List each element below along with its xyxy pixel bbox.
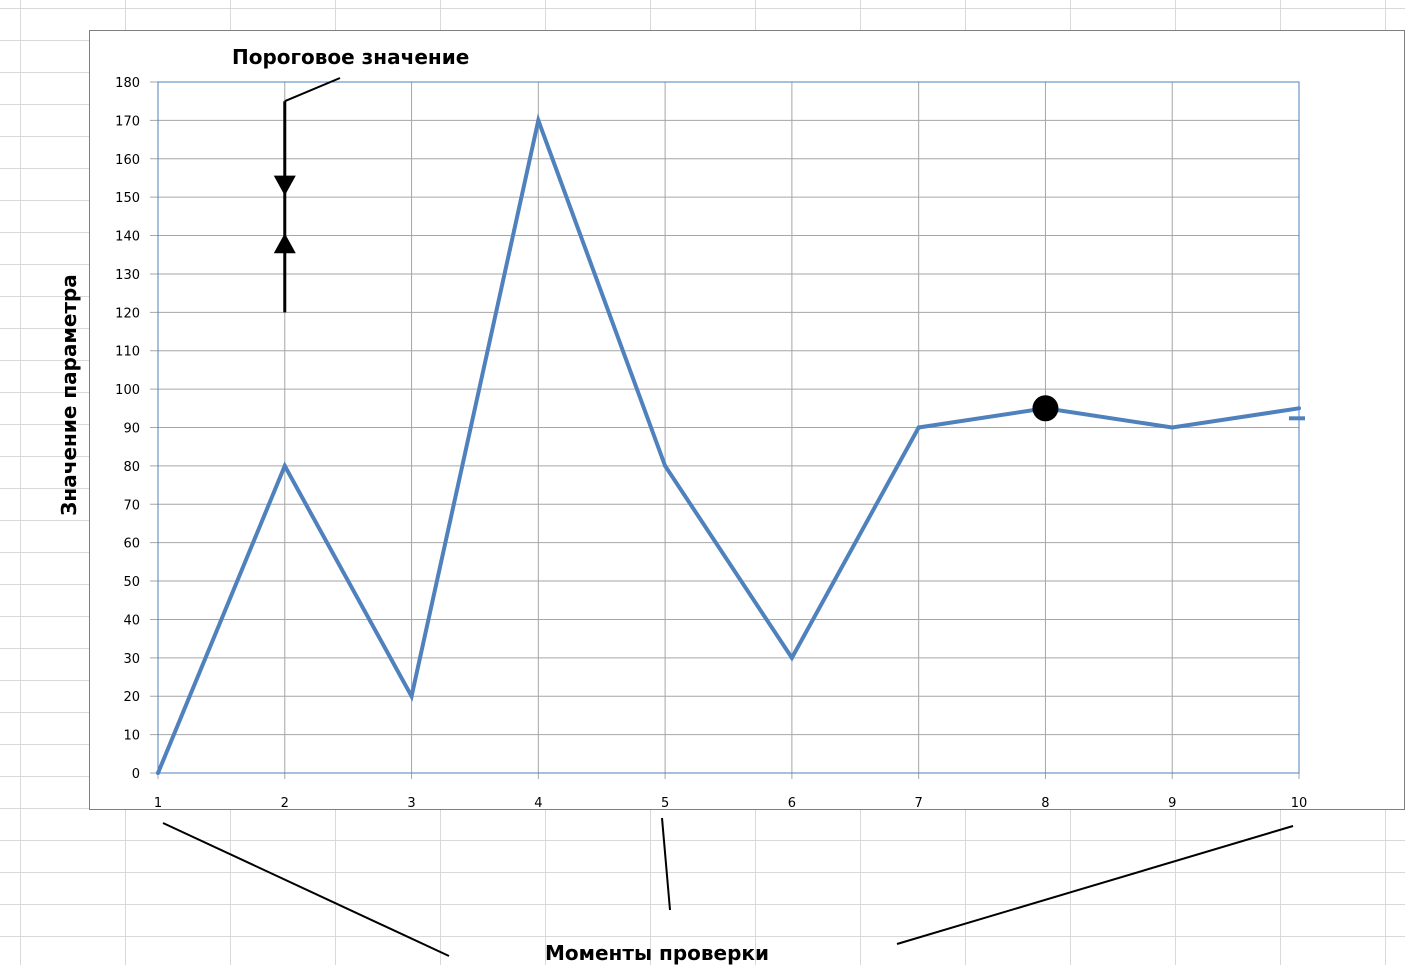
x-tick-label: 7	[915, 796, 923, 811]
threshold-leader-line	[284, 77, 341, 103]
data-point	[409, 694, 414, 699]
data-point	[536, 118, 541, 123]
x-tick-labels: 1 2 3 4 5 6 7 8 9 10	[154, 796, 1307, 811]
x-tick-label: 8	[1041, 796, 1049, 811]
data-point	[916, 425, 921, 430]
y-tick-labels: 0 10 20 30 40 50 60 70 80 90 100 110 120 130 140 150 160…	[115, 76, 140, 782]
x-tick-label: 3	[407, 796, 415, 811]
x-axis-title: Моменты проверки	[545, 941, 769, 965]
marked-point	[1032, 395, 1059, 422]
y-tick-label: 90	[123, 422, 140, 437]
chart-frame	[89, 30, 1405, 810]
data-point	[789, 655, 794, 660]
y-tick-label: 110	[115, 345, 140, 360]
grid-layer	[150, 81, 1300, 779]
y-tick-label: 60	[123, 537, 140, 552]
xlabel-leader-middle	[661, 817, 671, 911]
arrow-down-icon	[273, 175, 296, 196]
x-tick-label: 1	[154, 796, 162, 811]
data-point	[1297, 406, 1301, 411]
data-point	[156, 771, 160, 775]
y-tick-label: 40	[123, 613, 140, 628]
y-axis-title: Значение параметра	[57, 274, 81, 516]
y-tick-label: 70	[123, 498, 140, 513]
arrow-up-icon	[273, 233, 296, 254]
y-tick-label: 170	[115, 114, 140, 129]
x-tick-label: 4	[534, 796, 542, 811]
series-line	[156, 113, 1300, 774]
data-point	[1170, 425, 1175, 430]
y-tick-label: 120	[115, 306, 140, 321]
y-tick-label: 100	[115, 383, 140, 398]
y-tick-label: 130	[115, 268, 140, 283]
y-tick-label: 10	[123, 729, 140, 744]
xlabel-leader-right	[896, 825, 1294, 945]
plot-area-border	[157, 81, 1300, 774]
y-tick-label: 180	[115, 76, 140, 91]
y-tick-label: 160	[115, 153, 140, 168]
data-point	[282, 463, 287, 468]
x-tick-label: 10	[1291, 796, 1308, 811]
y-tick-label: 80	[123, 460, 140, 475]
x-tick-label: 6	[788, 796, 796, 811]
threshold-label: Пороговое значение	[232, 45, 469, 69]
xlabel-leader-left	[162, 822, 450, 957]
y-tick-label: 0	[132, 767, 140, 782]
y-tick-label: 50	[123, 575, 140, 590]
annotation-layer	[162, 77, 1294, 957]
y-tick-label: 140	[115, 230, 140, 245]
data-point	[663, 463, 668, 468]
series-layer	[156, 113, 1305, 775]
x-tick-label: 9	[1168, 796, 1176, 811]
x-tick-label: 5	[661, 796, 669, 811]
x-tick-label: 2	[281, 796, 289, 811]
y-tick-label: 150	[115, 191, 140, 206]
y-tick-label: 30	[123, 652, 140, 667]
y-tick-label: 20	[123, 690, 140, 705]
